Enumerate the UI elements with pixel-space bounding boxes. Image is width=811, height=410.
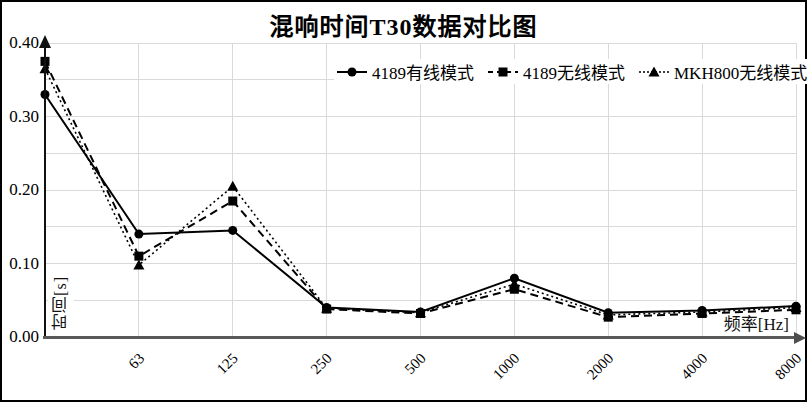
series-0-circle-marker <box>792 302 801 311</box>
series-2-triangle-marker <box>227 181 238 191</box>
legend: 4189有线模式 4189无线模式 MKH800无线模式 <box>334 59 810 84</box>
series-0-circle-marker <box>134 230 143 239</box>
legend-item-wireless-4189: 4189无线模式 <box>488 59 625 84</box>
x-tick-label: 2000 <box>584 350 617 383</box>
series-0-circle-marker <box>604 308 613 317</box>
series-1-square-marker <box>134 252 143 261</box>
chart-screenshot: 混响时间T30数据对比图 4189有线模式 4189无线模式 <box>0 0 811 410</box>
legend-label: MKH800无线模式 <box>674 59 807 84</box>
x-tick-label: 1000 <box>490 350 523 383</box>
x-tick-label: 250 <box>308 350 336 378</box>
dashed-line-square-marker-icon <box>488 66 518 78</box>
series-0-circle-marker <box>416 308 425 317</box>
x-tick-label: 500 <box>402 350 430 378</box>
dotted-line-triangle-marker-icon <box>639 66 669 78</box>
series-1-line <box>45 61 796 317</box>
series-1-square-marker <box>510 285 519 294</box>
series-0-line <box>45 95 796 313</box>
series-0-circle-marker <box>510 274 519 283</box>
y-axis-arrow-icon <box>39 35 51 48</box>
y-tick-label: 0.20 <box>0 181 39 199</box>
legend-label: 4189有线模式 <box>372 59 474 84</box>
legend-item-wireless-mkh800: MKH800无线模式 <box>639 59 807 84</box>
series-0-circle-marker <box>322 303 331 312</box>
x-axis <box>43 336 801 339</box>
x-axis-tick-labels: 631252505001000200040008000 <box>45 350 796 405</box>
y-axis <box>44 37 46 337</box>
x-tick-label: 63 <box>125 350 148 373</box>
series-plot-svg <box>45 43 796 337</box>
x-tick-label: 125 <box>214 350 242 378</box>
y-tick-label: 0.00 <box>0 328 39 346</box>
series-1-square-marker <box>228 197 237 206</box>
y-tick-label: 0.30 <box>0 108 39 126</box>
legend-item-wired-4189: 4189有线模式 <box>337 59 474 84</box>
series-2-triangle-marker <box>133 259 144 269</box>
y-tick-label: 0.10 <box>0 255 39 273</box>
solid-line-circle-marker-icon <box>337 66 367 78</box>
series-0-circle-marker <box>698 306 707 315</box>
x-axis-arrow-icon <box>794 332 806 344</box>
series-2-line <box>45 69 796 315</box>
legend-label: 4189无线模式 <box>523 59 625 84</box>
plot-area: 时间[s] 频率[Hz] <box>45 43 796 337</box>
y-axis-tick-labels: 0.400.300.200.100.00 <box>0 43 39 337</box>
series-0-circle-marker <box>228 226 237 235</box>
x-tick-label: 4000 <box>678 350 711 383</box>
y-tick-label: 0.40 <box>0 34 39 52</box>
chart-title: 混响时间T30数据对比图 <box>0 7 807 42</box>
